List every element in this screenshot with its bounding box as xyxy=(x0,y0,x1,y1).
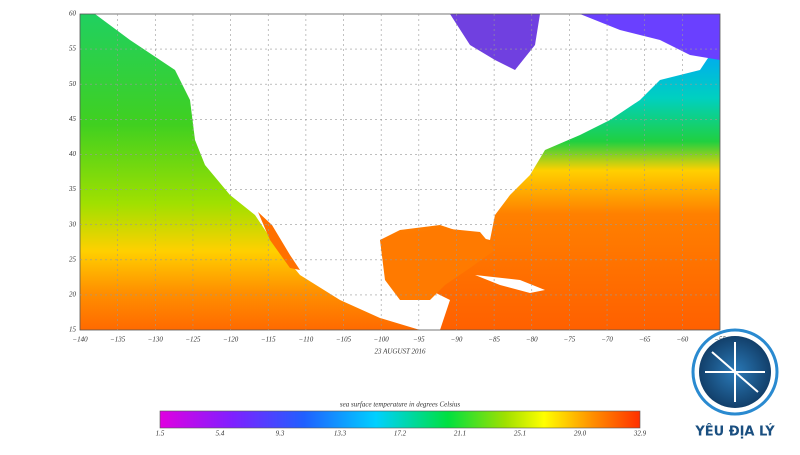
legend-tick-label: 32.9 xyxy=(633,430,647,438)
logo: YÊU ĐỊA LÝ xyxy=(691,328,779,440)
longitude-label: −140 xyxy=(72,336,88,344)
longitude-label: −100 xyxy=(374,336,390,344)
caribbean-land xyxy=(475,275,545,293)
hudson-bay xyxy=(450,14,540,70)
longitude-label: −110 xyxy=(299,336,314,344)
map-frame xyxy=(79,13,721,331)
gulf-of-california xyxy=(258,212,300,270)
legend-tick-label: 9.3 xyxy=(276,430,285,438)
longitude-label: −70 xyxy=(601,336,613,344)
longitude-label: −75 xyxy=(564,336,576,344)
legend-tick-label: 17.2 xyxy=(394,430,407,438)
logo-text: YÊU ĐỊA LÝ xyxy=(694,424,775,440)
longitude-label: −135 xyxy=(110,336,126,344)
legend-tick-label: 29.0 xyxy=(574,430,587,438)
latitude-label: 45 xyxy=(69,115,77,123)
logo-lines xyxy=(705,342,765,402)
latitude-label: 60 xyxy=(69,10,77,18)
legend-tick-label: 13.3 xyxy=(334,430,347,438)
legend-title: sea surface temperature in degrees Celsi… xyxy=(340,401,460,409)
legend-tick-label: 25.1 xyxy=(514,430,526,438)
longitude-label: −115 xyxy=(261,336,276,344)
longitude-label: −80 xyxy=(526,336,538,344)
longitude-label: −130 xyxy=(148,336,164,344)
longitude-label: −120 xyxy=(223,336,239,344)
longitude-label: −125 xyxy=(185,336,201,344)
legend-tick-label: 5.4 xyxy=(216,430,225,438)
latitude-label: 35 xyxy=(68,185,77,193)
legend-tick-label: 1.5 xyxy=(156,430,165,438)
longitude-label: −95 xyxy=(413,336,425,344)
longitude-label: −90 xyxy=(451,336,463,344)
latitude-label: 15 xyxy=(69,326,77,334)
color-bar xyxy=(159,410,641,429)
latitude-label: 20 xyxy=(69,290,77,298)
gulf xyxy=(380,228,495,300)
north-atlantic xyxy=(580,14,720,60)
logo-ring xyxy=(691,328,779,416)
latitude-label: 25 xyxy=(69,255,77,263)
longitude-label: −105 xyxy=(336,336,352,344)
latitude-label: 55 xyxy=(69,45,77,53)
longitude-label: −85 xyxy=(488,336,500,344)
pacific xyxy=(80,14,420,330)
date: 23 AUGUST 2016 xyxy=(374,348,426,356)
longitude-label: −60 xyxy=(676,336,688,344)
latitude-label: 50 xyxy=(69,80,77,88)
latitude-label: 40 xyxy=(69,150,77,158)
legend-tick-label: 21.1 xyxy=(454,430,466,438)
latitude-label: 30 xyxy=(68,220,77,228)
longitude-label: −65 xyxy=(639,336,651,344)
